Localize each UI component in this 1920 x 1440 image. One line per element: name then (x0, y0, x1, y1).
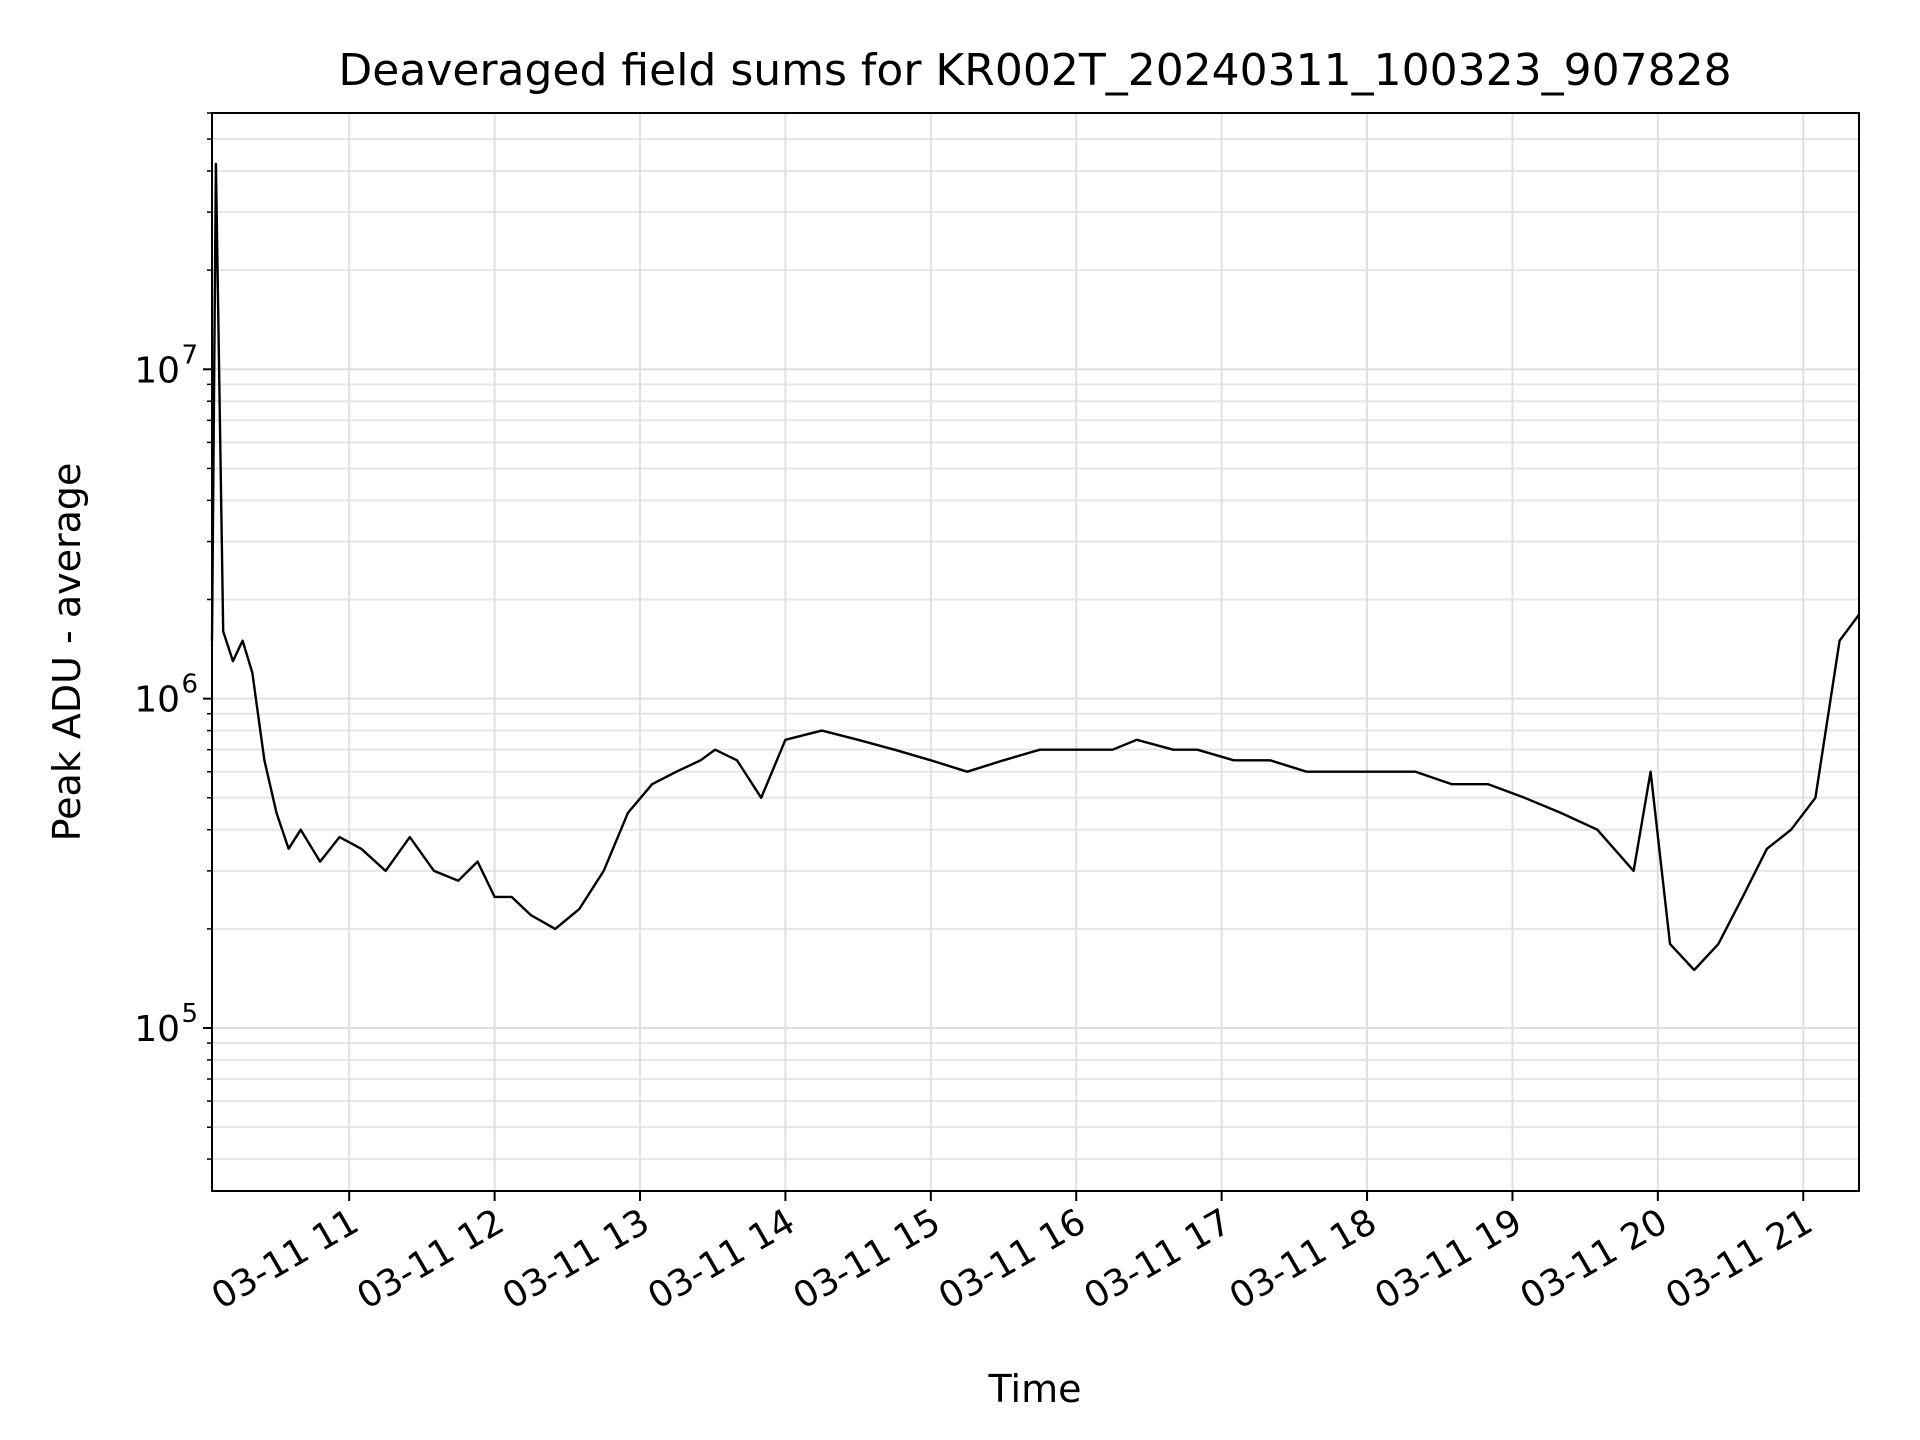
grid-lines (212, 112, 1859, 1191)
plot-frame (211, 112, 1860, 1192)
y-tick-label-exponent: 6 (181, 670, 198, 700)
y-tick-label-exponent: 5 (181, 999, 198, 1029)
y-tick-label: 10 (134, 1009, 180, 1050)
y-tick-label-exponent: 7 (181, 340, 198, 370)
series-group (210, 162, 1860, 972)
x-axis-label: Time (988, 1367, 1082, 1411)
chart-title: Deaveraged field sums for KR002T_2024031… (338, 45, 1731, 96)
y-axis-label: Peak ADU - average (45, 463, 89, 842)
y-tick-label: 10 (134, 350, 180, 391)
y-tick-label: 10 (134, 680, 180, 721)
series-line (210, 162, 1860, 972)
